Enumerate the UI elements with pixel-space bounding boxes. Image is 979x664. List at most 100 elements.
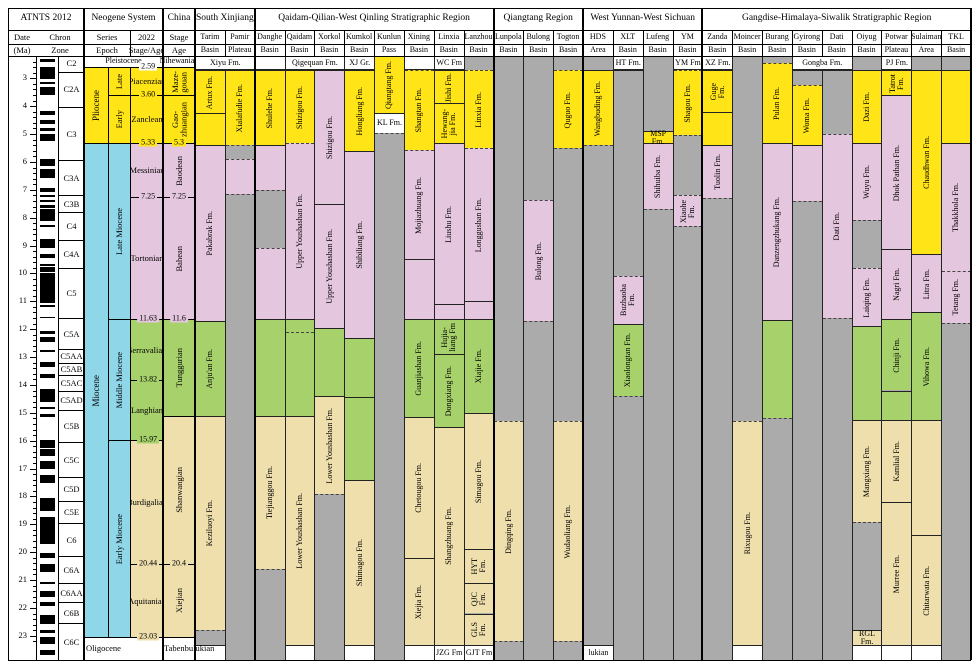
formation-label: HYT Fm. <box>469 558 488 575</box>
formation-block: Tuolin Fm. <box>703 145 733 199</box>
formation-block <box>763 418 792 645</box>
formation-block: Xiaolongtan Fm. <box>613 323 643 397</box>
formation-block <box>852 521 882 631</box>
footer-label: JZG Fm <box>435 647 463 657</box>
header-zone: Zone <box>36 44 84 56</box>
axis-tick-minor <box>33 312 36 314</box>
stage-boundary-age: 3.60 <box>139 90 158 99</box>
formation-block <box>763 319 792 419</box>
formation-label: Tetang Fm. <box>951 279 961 316</box>
header-basin-unit-0: Basin <box>195 44 225 56</box>
header-basin-unit-9: Basin <box>464 44 494 56</box>
axis-tick-minor <box>33 251 36 253</box>
header-basin-unit-4-label: Basin <box>320 44 339 54</box>
stage-column-label: Aquitanian <box>130 595 163 606</box>
formation-label: Chetougou Fm. <box>414 462 424 513</box>
axis-tick-minor <box>33 156 36 158</box>
formation-label: Mojiazhuang Fm. <box>414 176 424 234</box>
axis-tick-minor <box>33 396 36 398</box>
header-basin-unit-2: Basin <box>255 44 285 56</box>
formation-block <box>345 337 375 398</box>
china-stage-column-cell: Shanwangian <box>164 415 195 565</box>
header-basin-unit-24-label: Area <box>918 44 934 54</box>
chron-zone-C6A: C6A <box>59 556 84 582</box>
axis-tick-minor <box>33 368 36 370</box>
axis-tick-minor <box>33 212 36 214</box>
formation-label: Wuyu Fm. <box>861 165 871 200</box>
chron-zone-C5B: C5B <box>59 410 84 442</box>
top-formation-cell <box>254 56 285 71</box>
formation-block <box>494 641 524 645</box>
axis-tick-minor <box>33 462 36 464</box>
axis-tick-label: 17 <box>19 463 28 473</box>
polarity-black-segment <box>40 601 55 607</box>
axis-tick-major <box>30 329 36 331</box>
polarity-black-segment <box>40 374 55 378</box>
formation-block: Shibiliang Fm. <box>345 150 375 338</box>
basin-column-tarim: Artux Fm. Pakabrak Fm. Anju'an Fm. Keziluoy… <box>195 56 225 660</box>
axis-tick-label: 16 <box>19 436 28 445</box>
chron-zone-C5C-label: C5C <box>63 454 80 465</box>
header-basin-unit-20: Basin <box>792 44 822 56</box>
formation-block <box>822 318 852 645</box>
polarity-black-segment <box>40 188 55 193</box>
header-series: Series <box>84 30 130 44</box>
formation-label: Wudaoliang Fm. <box>563 505 573 559</box>
header-chron-label: Chron <box>49 31 71 42</box>
region-separator <box>582 8 584 660</box>
header-colsep-16 <box>672 30 674 56</box>
epoch-column-label: Miocene <box>90 374 101 407</box>
formation-block: Pakabrak Fm. <box>196 145 225 321</box>
header-basin-xlt-label: XLT <box>620 31 636 41</box>
stage-column-label: Messinian <box>130 165 163 176</box>
region-separator <box>492 8 495 660</box>
formation-block: Shangzhuang Fm. <box>434 426 464 645</box>
formation-block <box>942 70 971 144</box>
polarity-black-segment <box>40 460 55 469</box>
chron-zone-C3-label: C3 <box>66 128 77 139</box>
formation-label: Shulehe Fm. <box>265 88 275 129</box>
axis-tick-minor <box>33 507 36 509</box>
formation-block: Tatrot Fm. <box>882 70 912 95</box>
polarity-black-segment <box>40 636 55 645</box>
formation-block: Wangbuding Fm. <box>583 70 613 146</box>
formation-block: Vihowa Fm. <box>912 312 942 420</box>
header-colsep-25 <box>941 30 943 56</box>
polarity-black-segment <box>40 413 55 418</box>
axis-tick-minor <box>33 184 36 186</box>
axis-tick-minor <box>33 401 36 403</box>
chron-zone-C6AA-label: C6AA <box>60 587 83 598</box>
axis-tick-minor <box>33 479 36 481</box>
header-basin-xorkol-label: Xorkol <box>317 31 341 41</box>
axis-tick-minor <box>33 262 36 264</box>
formation-label: Anju'an Fm. <box>205 348 215 389</box>
header-basin-unit-10-label: Basin <box>499 44 518 54</box>
formation-block <box>285 331 315 416</box>
axis-tick-label: 3 <box>23 73 27 82</box>
region-separator <box>253 8 256 660</box>
formation-label: Mangxiang Fm. <box>861 445 871 497</box>
axis-tick-minor <box>33 513 36 515</box>
polarity-black-segment <box>40 111 55 115</box>
formation-block <box>882 390 912 420</box>
axis-tick-minor <box>33 290 36 292</box>
basin-column-kunlun: Qiangtang Fm. KL Fm. <box>374 56 404 660</box>
axis-tick-minor <box>33 585 36 587</box>
chron-zone-C5AC: C5AC <box>59 375 84 390</box>
axis-tick-minor <box>33 423 36 425</box>
header-basin-unit-0-label: Basin <box>200 44 220 54</box>
formation-block <box>673 226 703 645</box>
formation-block: Nagri Fm. <box>882 249 912 319</box>
axis-tick-minor <box>33 546 36 548</box>
formation-block: Tetang Fm. <box>942 270 971 323</box>
region-separator <box>194 8 196 660</box>
formation-block: Xiejia Fm. <box>404 557 434 645</box>
header-basin-lufeng-label: Lufeng <box>646 31 670 41</box>
axis-tick-minor <box>33 474 36 476</box>
formation-block <box>703 198 733 645</box>
axis-tick-minor <box>33 279 36 280</box>
axis-tick-label: 10 <box>19 268 28 277</box>
axis-tick-minor <box>33 624 36 626</box>
formation-block: Qiangtang Fm. <box>375 56 404 114</box>
